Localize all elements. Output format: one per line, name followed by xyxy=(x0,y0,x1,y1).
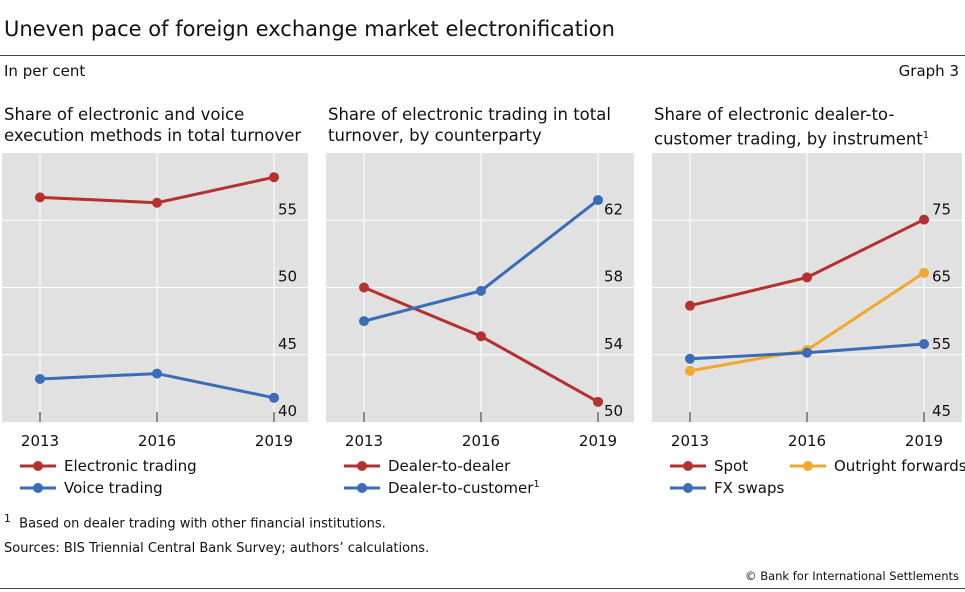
legend-label: Voice trading xyxy=(64,479,163,497)
legend-marker xyxy=(357,483,367,493)
legend-text: Dealer-to-customer xyxy=(388,479,534,497)
legend-text: Outright forwards xyxy=(834,457,965,475)
y-tick-label: 50 xyxy=(278,268,297,286)
y-tick-label: 55 xyxy=(932,335,951,353)
x-tick-label: 2016 xyxy=(138,432,176,450)
y-tick-label: 65 xyxy=(932,268,951,286)
data-point xyxy=(685,300,695,311)
legend-text: Voice trading xyxy=(64,479,163,497)
y-tick-label: 50 xyxy=(604,402,623,420)
graph-label: Graph 3 xyxy=(898,62,959,80)
panel-title-line: Share of electronic trading in total xyxy=(328,105,611,124)
copyright: © Bank for International Settlements xyxy=(745,569,959,583)
panel-title-line: turnover, by counterparty xyxy=(328,126,542,145)
page-title: Uneven pace of foreign exchange market e… xyxy=(4,17,615,41)
footnote-text: Based on dealer trading with other finan… xyxy=(19,516,386,532)
legend-text: Dealer-to-dealer xyxy=(388,457,511,475)
y-tick-label: 75 xyxy=(932,200,951,218)
y-tick-label: 45 xyxy=(278,335,297,353)
x-tick-label: 2016 xyxy=(462,432,500,450)
x-tick-label: 2013 xyxy=(671,432,709,450)
y-tick-label: 62 xyxy=(604,200,623,218)
y-tick-label: 54 xyxy=(604,335,623,353)
divider xyxy=(0,55,965,56)
data-point xyxy=(476,331,486,342)
legend-label: Dealer-to-dealer xyxy=(388,457,511,475)
y-tick-label: 55 xyxy=(278,200,297,218)
sources: Sources: BIS Triennial Central Bank Surv… xyxy=(4,541,430,556)
legend-label: Outright forwards xyxy=(834,457,965,475)
legend-text: FX swaps xyxy=(714,479,784,497)
legend-marker xyxy=(357,461,367,471)
data-point xyxy=(152,197,162,208)
title-footnote-mark: 1 xyxy=(922,130,930,141)
data-point xyxy=(919,214,929,225)
y-tick-label: 58 xyxy=(604,268,623,286)
bottom-divider xyxy=(0,588,965,589)
data-point xyxy=(919,338,929,349)
legend-label: FX swaps xyxy=(714,479,784,497)
data-point xyxy=(685,365,695,376)
footnote: 1 Based on dealer trading with other fin… xyxy=(4,512,386,531)
legend-marker xyxy=(33,461,43,471)
data-point xyxy=(269,172,279,183)
panel-title: Share of electronic and voice execution m… xyxy=(4,104,301,146)
x-tick-label: 2013 xyxy=(345,432,383,450)
data-point xyxy=(476,285,486,296)
panel-title-line: Share of electronic and voice xyxy=(4,105,245,124)
data-point xyxy=(593,195,603,206)
data-point xyxy=(919,267,929,278)
data-point xyxy=(685,353,695,364)
x-tick-label: 2019 xyxy=(579,432,617,450)
legend-marker xyxy=(683,461,693,471)
x-tick-label: 2013 xyxy=(21,432,59,450)
panel-title-line: Share of electronic dealer-to- xyxy=(654,105,895,124)
panel-title: Share of electronic trading in total turn… xyxy=(328,104,611,146)
legend-marker xyxy=(33,483,43,493)
footnote-mark: 1 xyxy=(4,512,11,525)
x-tick-label: 2019 xyxy=(905,432,943,450)
x-tick-label: 2019 xyxy=(255,432,293,450)
data-point xyxy=(359,282,369,293)
data-point xyxy=(802,347,812,358)
data-point xyxy=(593,396,603,407)
data-point xyxy=(359,316,369,327)
legend-marker xyxy=(803,461,813,471)
panel-title-line: customer trading, by instrument xyxy=(654,129,923,149)
legend-footnote-mark: 1 xyxy=(533,479,539,490)
data-point xyxy=(35,373,45,384)
legend-label: Electronic trading xyxy=(64,457,197,475)
legend-text: Spot xyxy=(714,457,748,475)
legend-label: Dealer-to-customer1 xyxy=(388,479,540,497)
y-tick-label: 45 xyxy=(932,402,951,420)
data-point xyxy=(152,368,162,379)
y-tick-label: 40 xyxy=(278,402,297,420)
data-point xyxy=(269,392,279,403)
charts: 40 45 50 55 2013 2016 2019 Electronic trading Vo… xyxy=(2,153,965,497)
legend-label: Spot xyxy=(714,457,748,475)
legend-text: Electronic trading xyxy=(64,457,197,475)
x-tick-label: 2016 xyxy=(788,432,826,450)
legend-marker xyxy=(683,483,693,493)
unit-label: In per cent xyxy=(4,62,86,80)
panel-title-line: execution methods in total turnover xyxy=(4,126,302,145)
data-point xyxy=(802,272,812,283)
data-point xyxy=(35,192,45,203)
panel-title: Share of electronic dealer-to-customer t… xyxy=(654,104,929,150)
